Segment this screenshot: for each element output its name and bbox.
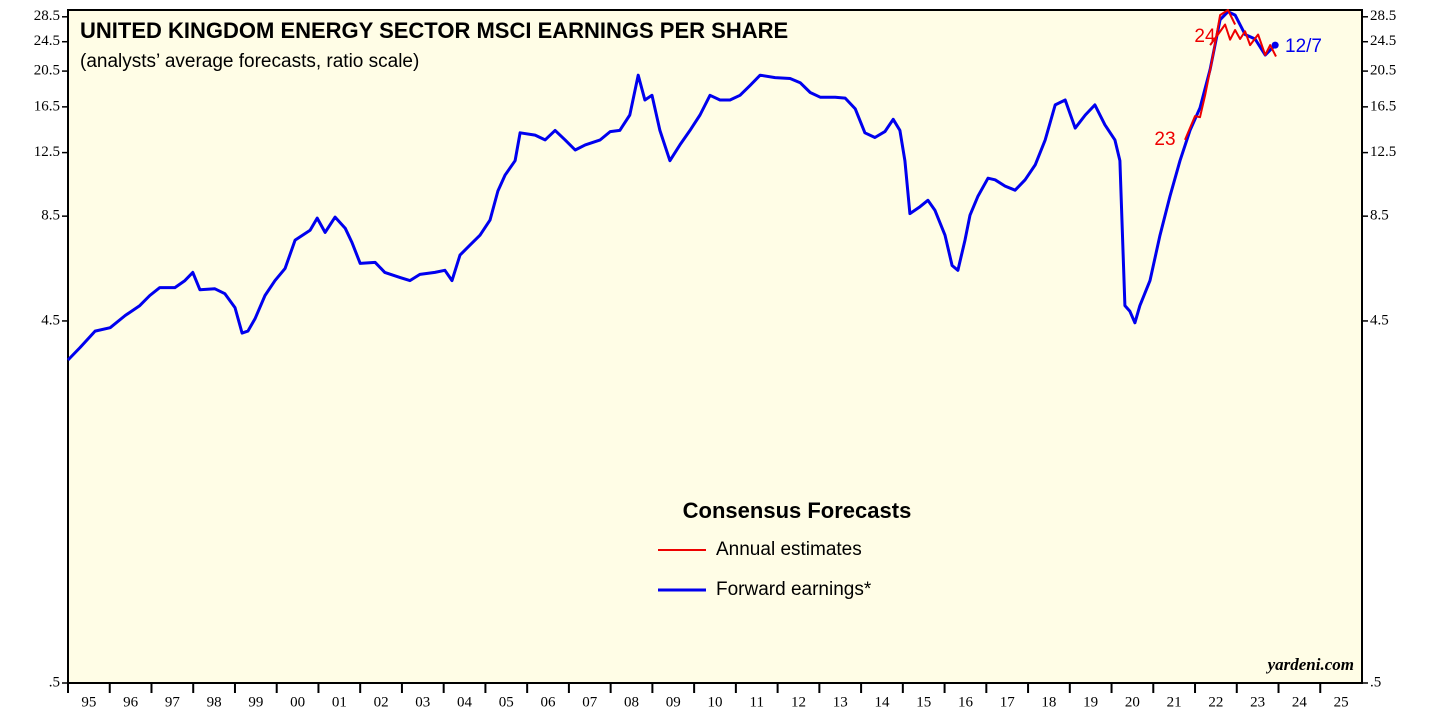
x-tick-label: 10 — [708, 694, 723, 710]
y-tick-label: 24.5 — [1370, 33, 1396, 49]
annotation: 23 — [1154, 129, 1175, 150]
x-tick-label: 22 — [1208, 694, 1223, 710]
x-tick-label: 18 — [1041, 694, 1056, 710]
legend-title: Consensus Forecasts — [683, 498, 912, 523]
chart-title: UNITED KINGDOM ENERGY SECTOR MSCI EARNIN… — [80, 18, 788, 43]
x-tick-label: 17 — [1000, 694, 1016, 710]
x-tick-label: 09 — [666, 694, 681, 710]
y-tick-label: 8.5 — [41, 208, 60, 224]
x-tick-label: 24 — [1292, 694, 1308, 710]
x-tick-label: 20 — [1125, 694, 1140, 710]
x-tick-label: 21 — [1167, 694, 1182, 710]
y-tick-label: .5 — [1370, 674, 1381, 690]
x-tick-label: 19 — [1083, 694, 1098, 710]
x-tick-label: 15 — [916, 694, 931, 710]
legend-label: Forward earnings* — [716, 579, 872, 600]
x-tick-label: 04 — [457, 694, 473, 710]
y-tick-label: 4.5 — [41, 312, 60, 328]
y-tick-label: 28.5 — [34, 8, 60, 24]
x-tick-label: 97 — [165, 694, 181, 710]
x-tick-label: 16 — [958, 694, 974, 710]
plot-area — [67, 9, 1363, 684]
y-tick-label: 16.5 — [1370, 98, 1396, 114]
x-tick-label: 14 — [874, 694, 890, 710]
x-tick-label: 13 — [833, 694, 848, 710]
x-tick-label: 08 — [624, 694, 639, 710]
y-tick-label: 12.5 — [34, 144, 60, 160]
y-tick-label: 28.5 — [1370, 8, 1396, 24]
annotation: 12/7 — [1285, 36, 1322, 57]
annotation: 24 — [1194, 26, 1216, 47]
y-tick-label: 24.5 — [34, 33, 60, 49]
y-tick-label: 4.5 — [1370, 312, 1389, 328]
x-tick-label: 07 — [582, 694, 598, 710]
x-tick-label: 25 — [1334, 694, 1349, 710]
y-tick-label: 8.5 — [1370, 208, 1389, 224]
source: yardeni.com — [1266, 655, 1354, 674]
x-tick-label: 98 — [207, 694, 222, 710]
x-tick-label: 11 — [750, 694, 764, 710]
x-tick-label: 96 — [123, 694, 139, 710]
end-marker — [1271, 41, 1279, 49]
legend-label: Annual estimates — [716, 539, 862, 560]
x-tick-label: 05 — [499, 694, 514, 710]
x-tick-label: 95 — [81, 694, 96, 710]
y-tick-label: 20.5 — [34, 63, 60, 79]
x-tick-label: 06 — [541, 694, 557, 710]
chart-subtitle: (analysts’ average forecasts, ratio scal… — [80, 51, 419, 72]
y-tick-label: 16.5 — [34, 98, 60, 114]
y-tick-label: .5 — [49, 674, 60, 690]
y-tick-label: 12.5 — [1370, 144, 1396, 160]
x-tick-label: 23 — [1250, 694, 1265, 710]
x-tick-label: 01 — [332, 694, 347, 710]
x-tick-label: 00 — [290, 694, 305, 710]
x-tick-label: 02 — [374, 694, 389, 710]
series-line — [1184, 9, 1277, 141]
y-tick-label: 20.5 — [1370, 63, 1396, 79]
x-tick-label: 99 — [248, 694, 263, 710]
x-tick-label: 03 — [415, 694, 430, 710]
x-tick-label: 12 — [791, 694, 806, 710]
series-line — [66, 10, 1277, 362]
